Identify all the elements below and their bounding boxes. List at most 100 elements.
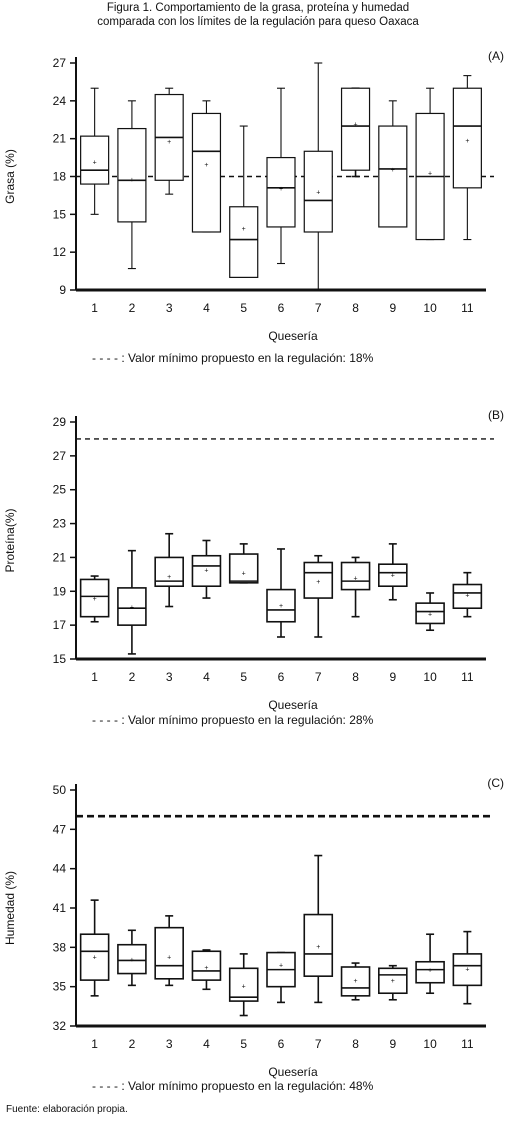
mean-marker: + (391, 978, 395, 985)
x-tick-label: 11 (461, 301, 474, 315)
x-tick-label: 4 (203, 301, 210, 315)
x-tick-label: 2 (129, 1037, 136, 1051)
mean-marker: + (353, 122, 357, 129)
x-axis-label: Quesería (268, 329, 318, 343)
mean-marker: + (391, 167, 395, 174)
box-iqr (303, 150, 333, 233)
mean-marker: + (130, 177, 134, 184)
figure-title-line2: comparada con los límites de la regulaci… (97, 16, 419, 28)
mean-marker: + (204, 965, 208, 972)
box-iqr (452, 87, 482, 189)
panel-label: (C) (487, 776, 504, 790)
box-iqr (228, 967, 259, 1002)
mean-marker: + (428, 611, 432, 618)
x-tick-label: 10 (423, 301, 437, 315)
mean-marker: + (465, 593, 469, 600)
mean-marker: + (465, 966, 469, 973)
box-iqr (79, 578, 110, 618)
y-tick-label: 19 (53, 584, 67, 598)
x-tick-label: 3 (166, 670, 173, 684)
box-iqr (452, 953, 483, 987)
box-iqr (266, 156, 296, 228)
box-iqr (117, 587, 147, 626)
y-tick-label: 24 (53, 94, 67, 108)
y-tick-label: 15 (53, 207, 67, 221)
box-iqr (452, 583, 483, 610)
x-tick-label: 4 (203, 1037, 210, 1051)
box-iqr (303, 913, 334, 977)
box-iqr (154, 926, 184, 980)
mean-marker: + (93, 159, 97, 166)
box-iqr (378, 967, 408, 995)
x-tick-label: 1 (91, 301, 98, 315)
box-iqr (80, 135, 110, 185)
box-iqr (191, 554, 222, 588)
x-axis-label: Quesería (268, 698, 318, 712)
legend-text: - - - - : Valor mínimo propuesto en la r… (92, 351, 374, 365)
x-tick-label: 4 (203, 670, 210, 684)
x-tick-label: 9 (389, 1037, 396, 1051)
mean-marker: + (279, 186, 283, 193)
chart-grasa: 9 12 15 18 21 24 27 +1 +2 +3 +4 +5 +6 +7 +8 +9 +10 +11 (A)… (3, 49, 504, 365)
mean-marker: + (93, 955, 97, 962)
y-tick-label: 15 (53, 652, 67, 666)
x-tick-label: 8 (352, 1037, 359, 1051)
box-iqr (229, 206, 259, 278)
box-iqr (79, 933, 110, 981)
mean-marker: + (279, 962, 283, 969)
x-tick-label: 6 (278, 301, 285, 315)
x-tick-label: 9 (389, 670, 396, 684)
box-iqr (117, 127, 147, 223)
mean-marker: + (130, 957, 134, 964)
x-tick-label: 5 (240, 301, 247, 315)
box-iqr (191, 112, 222, 233)
x-tick-label: 8 (352, 301, 359, 315)
box-iqr (378, 125, 408, 228)
box-iqr (340, 966, 371, 997)
mean-marker: + (204, 567, 208, 574)
y-tick-label: 41 (53, 901, 67, 915)
mean-marker: + (167, 574, 171, 581)
y-tick-label: 35 (53, 980, 67, 994)
y-axis-label: Humedad (%) (3, 871, 17, 945)
x-tick-label: 2 (129, 301, 136, 315)
y-tick-label: 47 (53, 822, 67, 836)
x-tick-label: 5 (240, 1037, 247, 1051)
box-iqr (378, 563, 408, 588)
mean-marker: + (353, 978, 357, 985)
x-tick-label: 7 (315, 1037, 322, 1051)
y-tick-label: 18 (53, 170, 67, 184)
y-tick-label: 38 (53, 940, 67, 954)
y-tick-label: 27 (53, 56, 67, 70)
panel-label: (A) (488, 49, 504, 63)
mean-marker: + (428, 968, 432, 975)
x-tick-label: 1 (91, 1037, 98, 1051)
x-tick-label: 6 (278, 670, 285, 684)
box-iqr (340, 561, 371, 591)
figure-title-line1: Figura 1. Comportamiento de la grasa, pr… (106, 2, 410, 14)
mean-marker: + (316, 944, 320, 951)
x-tick-label: 7 (315, 670, 322, 684)
chart-humedad: 32 35 38 41 44 47 50 +1 +2 +3 +4 +5 +6 +7 +8 +9 +10 +11 (C… (3, 776, 504, 1093)
mean-marker: + (316, 579, 320, 586)
x-tick-label: 2 (129, 670, 136, 684)
panel-label: (B) (488, 408, 504, 422)
legend-text: - - - - : Valor mínimo propuesto en la r… (92, 713, 374, 727)
box-iqr (266, 588, 296, 623)
y-tick-label: 21 (53, 550, 67, 564)
chart-proteina: 15 17 19 21 23 25 27 29 +1 +2 +3 +4 +5 +6 +7 +8 +9 +10 +11… (3, 408, 504, 727)
x-tick-label: 1 (91, 670, 98, 684)
y-tick-label: 23 (53, 517, 67, 531)
box-iqr (415, 602, 445, 625)
box-iqr (415, 960, 445, 984)
box-iqr (117, 943, 147, 975)
x-tick-label: 6 (278, 1037, 285, 1051)
mean-marker: + (242, 983, 246, 990)
y-tick-label: 32 (53, 1019, 67, 1033)
y-axis-label: Proteína(%) (3, 508, 17, 572)
y-tick-label: 12 (53, 245, 67, 259)
x-tick-label: 10 (423, 670, 437, 684)
y-tick-label: 44 (53, 862, 67, 876)
y-tick-label: 29 (53, 415, 67, 429)
mean-marker: + (130, 605, 134, 612)
